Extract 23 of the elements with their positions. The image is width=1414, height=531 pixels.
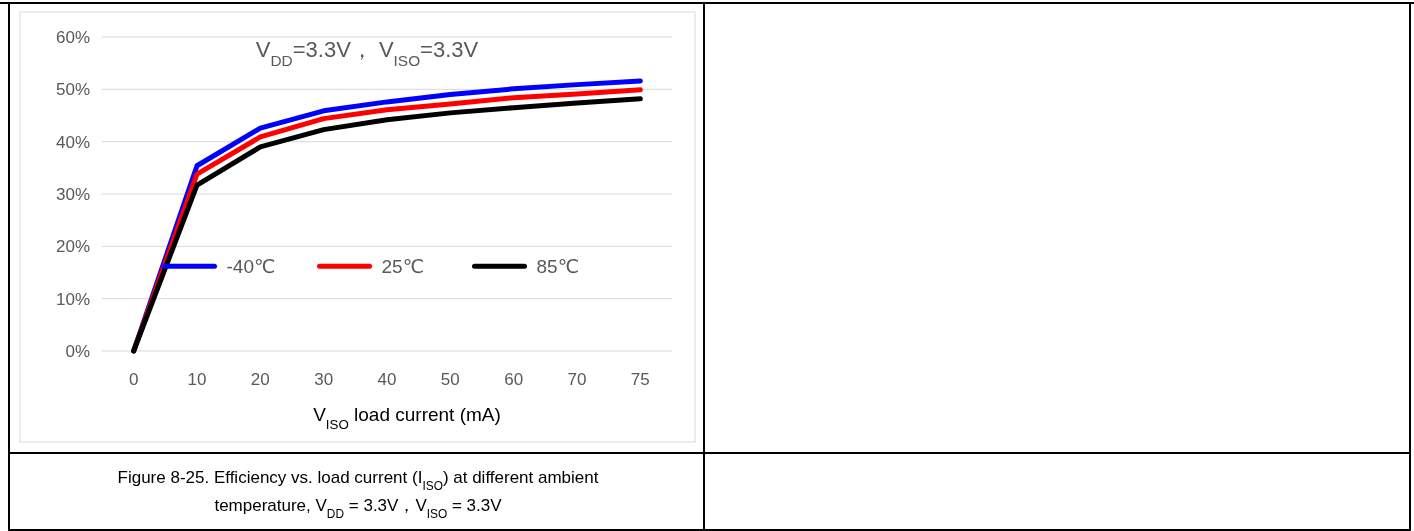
x-tick-label: 30 [314, 370, 334, 389]
y-tick-label: 30% [55, 184, 90, 204]
legend-label: 85℃ [536, 255, 579, 277]
y-tick-label: 40% [55, 132, 90, 152]
chart-title: V$_{DD}$=3.3V， V$_{ISO}$=3.3V [255, 37, 479, 69]
x-tick-label: 50 [440, 370, 460, 389]
y-tick-label: 0% [65, 341, 90, 361]
x-tick-label: 75 [630, 370, 650, 389]
x-axis-title: V$_{ISO}$ load current (mA) [313, 404, 501, 432]
legend-label: 25℃ [381, 255, 424, 277]
x-tick-label: 70 [567, 370, 587, 389]
y-tick-label: 60% [55, 27, 90, 47]
y-tick-label: 10% [55, 289, 90, 309]
text: temperature, V$_{DD}$ = 3.3V，V$_{ISO}$ = 3.3V [214, 496, 503, 521]
legend-label: -40℃ [226, 255, 276, 277]
x-tick-label: 20 [250, 370, 270, 389]
x-tick-label: 0 [128, 370, 139, 389]
x-tick-label: 60 [504, 370, 524, 389]
x-tick-label: 10 [187, 370, 207, 389]
caption: Figure 8-25. Efficiency vs. load current (I$_{ISO}$) at different ambient [117, 468, 599, 493]
y-tick-label: 50% [55, 80, 90, 100]
y-tick-label: 20% [55, 237, 90, 257]
x-tick-label: 40 [377, 370, 397, 389]
